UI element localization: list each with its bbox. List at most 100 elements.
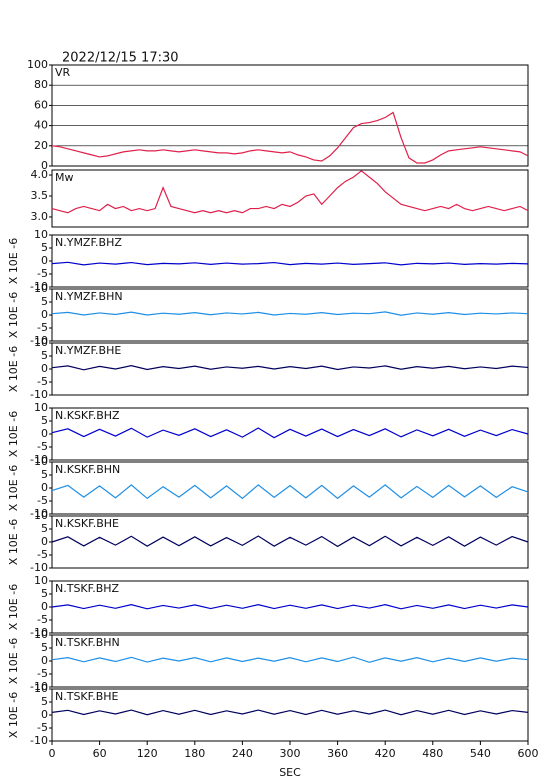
series-label: N.KSKF.BHE xyxy=(55,517,119,530)
series-line xyxy=(51,709,529,716)
x-tick-label: 480 xyxy=(422,747,443,760)
y-axis-label: X 10E -6 xyxy=(7,692,20,738)
y-tick-label: 10 xyxy=(34,509,48,522)
y-tick-label: -10 xyxy=(30,334,48,347)
y-tick-label: -10 xyxy=(30,453,48,466)
x-tick-label: 240 xyxy=(232,747,253,760)
x-tick-label: 60 xyxy=(93,747,107,760)
y-tick-label: -5 xyxy=(37,375,48,388)
y-tick-label: 0 xyxy=(41,308,48,321)
series-line xyxy=(51,604,529,610)
y-tick-label: 0 xyxy=(41,600,48,613)
series-label: N.YMZF.BHN xyxy=(55,290,123,303)
series-line xyxy=(51,365,529,371)
y-tick-label: 0 xyxy=(41,427,48,440)
y-tick-label: -5 xyxy=(37,321,48,334)
series-line xyxy=(51,484,529,500)
y-tick-label: -5 xyxy=(37,548,48,561)
series-line xyxy=(51,535,529,548)
x-tick-label: 420 xyxy=(375,747,396,760)
series-label: N.TSKF.BHZ xyxy=(55,582,120,595)
y-tick-label: 3.5 xyxy=(31,189,49,202)
y-axis-label: X 10E -6 xyxy=(7,465,20,511)
y-tick-label: 100 xyxy=(27,58,48,71)
x-tick-label: 600 xyxy=(518,747,539,760)
y-tick-label: 10 xyxy=(34,401,48,414)
y-tick-label: 0 xyxy=(41,159,48,172)
y-tick-label: 5 xyxy=(41,349,48,362)
y-tick-label: 10 xyxy=(34,336,48,349)
y-tick-label: -10 xyxy=(30,626,48,639)
y-tick-label: -5 xyxy=(37,667,48,680)
y-tick-label: -5 xyxy=(37,613,48,626)
series-label: N.KSKF.BHZ xyxy=(55,409,120,422)
y-tick-label: 10 xyxy=(34,628,48,641)
y-tick-label: -10 xyxy=(30,734,48,747)
series-line xyxy=(51,170,529,214)
y-axis-label: X 10E -6 xyxy=(7,292,20,338)
y-tick-label: 5 xyxy=(41,522,48,535)
y-tick-label: 0 xyxy=(41,654,48,667)
y-axis-label: X 10E -6 xyxy=(7,238,20,284)
y-axis-label: X 10E -6 xyxy=(7,411,20,457)
y-tick-label: -5 xyxy=(37,721,48,734)
x-tick-label: 540 xyxy=(470,747,491,760)
y-tick-label: 80 xyxy=(34,78,48,91)
y-tick-label: -10 xyxy=(30,280,48,293)
y-tick-label: 4.0 xyxy=(31,168,49,181)
y-tick-label: 5 xyxy=(41,414,48,427)
series-label: N.TSKF.BHN xyxy=(55,636,120,649)
x-tick-label: 120 xyxy=(137,747,158,760)
series-line xyxy=(51,261,529,266)
y-tick-label: -10 xyxy=(30,561,48,574)
series-line xyxy=(51,111,529,164)
y-tick-label: -10 xyxy=(30,388,48,401)
y-tick-label: 5 xyxy=(41,695,48,708)
series-label: N.YMZF.BHE xyxy=(55,344,121,357)
x-tick-label: 300 xyxy=(280,747,301,760)
y-tick-label: 5 xyxy=(41,468,48,481)
panel-frame xyxy=(51,169,529,228)
y-axis-label: X 10E -6 xyxy=(7,584,20,630)
y-tick-label: 0 xyxy=(41,708,48,721)
y-tick-label: -5 xyxy=(37,440,48,453)
y-tick-label: -5 xyxy=(37,267,48,280)
y-tick-label: 10 xyxy=(34,574,48,587)
series-label: Mw xyxy=(55,171,74,184)
series-label: N.KSKF.BHN xyxy=(55,463,120,476)
y-tick-label: 60 xyxy=(34,98,48,111)
series-label: N.YMZF.BHZ xyxy=(55,236,122,249)
x-tick-label: 0 xyxy=(49,747,56,760)
y-tick-label: 5 xyxy=(41,241,48,254)
y-axis-label: X 10E -6 xyxy=(7,346,20,392)
y-tick-label: 20 xyxy=(34,139,48,152)
series-label: VR xyxy=(55,66,71,79)
x-tick-label: 360 xyxy=(327,747,348,760)
x-tick-label: 180 xyxy=(184,747,205,760)
y-tick-label: 3.0 xyxy=(31,210,49,223)
y-tick-label: 10 xyxy=(34,682,48,695)
series-line xyxy=(51,311,529,316)
y-tick-label: -10 xyxy=(30,507,48,520)
y-axis-label: X 10E -6 xyxy=(7,519,20,565)
y-tick-label: 0 xyxy=(41,535,48,548)
y-tick-label: 0 xyxy=(41,254,48,267)
y-tick-label: 10 xyxy=(34,282,48,295)
y-tick-label: 5 xyxy=(41,587,48,600)
y-tick-label: 5 xyxy=(41,641,48,654)
chart-title: 2022/12/15 17:30 xyxy=(62,51,179,66)
series-line xyxy=(51,427,529,439)
series-line xyxy=(51,656,529,663)
y-tick-label: -5 xyxy=(37,494,48,507)
series-label: N.TSKF.BHE xyxy=(55,690,119,703)
y-tick-label: 0 xyxy=(41,362,48,375)
x-axis-label: SEC xyxy=(279,766,301,779)
y-tick-label: 0 xyxy=(41,481,48,494)
y-axis-label: X 10E -6 xyxy=(7,638,20,684)
y-tick-label: -10 xyxy=(30,680,48,693)
y-tick-label: 10 xyxy=(34,228,48,241)
y-tick-label: 5 xyxy=(41,295,48,308)
y-tick-label: 10 xyxy=(34,455,48,468)
